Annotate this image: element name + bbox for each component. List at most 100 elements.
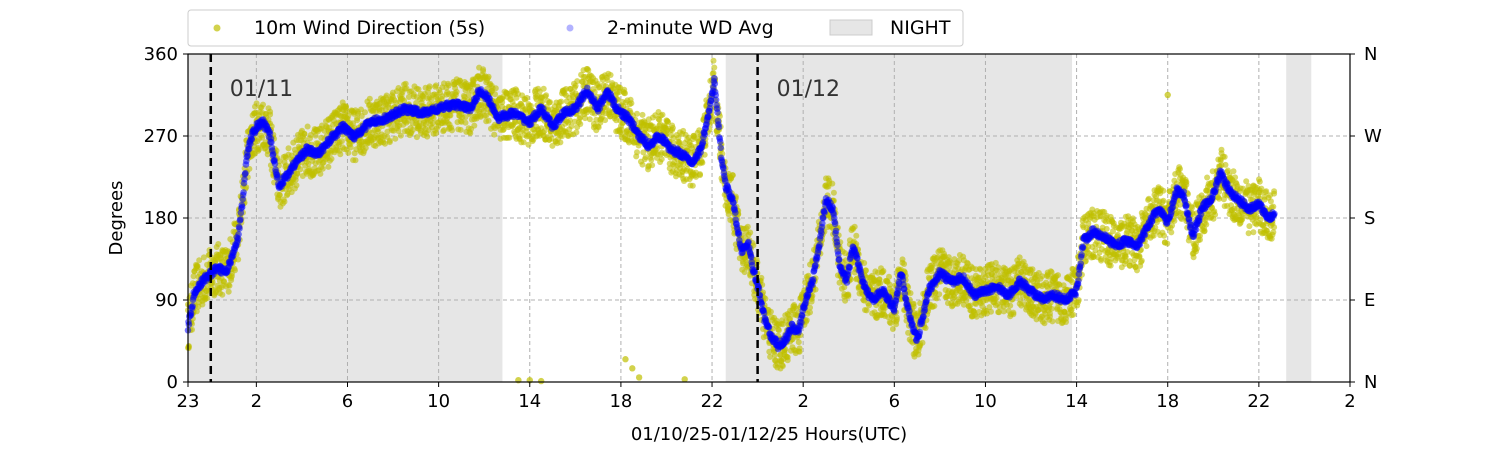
yellow-point bbox=[347, 144, 354, 151]
yellow-point bbox=[1161, 232, 1168, 239]
yellow-point bbox=[1221, 153, 1228, 160]
yellow-point bbox=[220, 278, 227, 285]
yellow-point bbox=[1203, 221, 1210, 228]
yellow-point bbox=[317, 170, 324, 177]
yellow-point bbox=[659, 111, 666, 118]
yellow-point bbox=[830, 189, 837, 196]
yellow-point bbox=[1143, 243, 1150, 250]
yellow-point bbox=[294, 170, 301, 177]
yellow-point bbox=[877, 280, 884, 287]
yellow-point bbox=[919, 339, 926, 346]
yellow-point bbox=[851, 223, 858, 230]
yellow-point bbox=[392, 135, 399, 142]
yellow-point bbox=[523, 94, 530, 101]
yellow-point bbox=[362, 145, 369, 151]
yellow-point bbox=[465, 91, 472, 98]
blue-point bbox=[238, 203, 246, 211]
yellow-point bbox=[568, 123, 575, 130]
yellow-point bbox=[635, 374, 643, 381]
yellow-point bbox=[1257, 216, 1264, 223]
yellow-point bbox=[622, 356, 629, 363]
yellow-point bbox=[558, 98, 565, 105]
yellow-point bbox=[1193, 245, 1200, 252]
yellow-point bbox=[639, 161, 646, 168]
yellow-point bbox=[325, 163, 332, 170]
yellow-point bbox=[829, 180, 836, 187]
yellow-point bbox=[1160, 187, 1167, 194]
yellow-point bbox=[267, 108, 274, 115]
yellow-point bbox=[648, 156, 655, 163]
yellow-point bbox=[433, 82, 439, 89]
yellow-point bbox=[710, 57, 717, 64]
yellow-point bbox=[383, 92, 390, 99]
yellow-point bbox=[540, 85, 547, 92]
yellow-point bbox=[196, 257, 203, 264]
yellow-point bbox=[328, 155, 335, 162]
yellow-point bbox=[539, 98, 546, 105]
yellow-point bbox=[618, 126, 625, 133]
yellow-point bbox=[574, 78, 581, 85]
yellow-point bbox=[259, 134, 266, 141]
blue-point bbox=[185, 321, 193, 328]
yellow-point bbox=[582, 115, 589, 122]
yellow-point bbox=[1168, 229, 1175, 236]
yellow-point bbox=[506, 134, 513, 141]
yellow-point bbox=[485, 73, 492, 80]
yellow-point bbox=[424, 133, 431, 140]
yellow-point bbox=[595, 124, 602, 131]
yellow-point bbox=[543, 92, 550, 99]
blue-point bbox=[271, 160, 279, 168]
blue-point bbox=[236, 225, 243, 232]
yellow-point bbox=[1098, 257, 1105, 264]
yellow-point bbox=[1256, 178, 1263, 185]
yellow-point bbox=[1164, 240, 1171, 247]
yellow-point bbox=[771, 352, 778, 359]
yellow-point bbox=[1070, 311, 1077, 318]
yellow-point bbox=[447, 112, 454, 119]
yellow-point bbox=[462, 119, 469, 126]
yellow-point bbox=[1250, 229, 1257, 236]
blue-point bbox=[240, 189, 247, 196]
yellow-point bbox=[567, 117, 573, 124]
yellow-point bbox=[352, 157, 359, 164]
yellow-point bbox=[642, 154, 649, 161]
yellow-point bbox=[190, 273, 197, 280]
yellow-point bbox=[585, 67, 592, 74]
yellow-point bbox=[413, 134, 420, 141]
yellow-point bbox=[1049, 318, 1056, 325]
yellow-point bbox=[1271, 224, 1278, 231]
yellow-point bbox=[1246, 223, 1253, 230]
yellow-point bbox=[343, 108, 350, 115]
yellow-point bbox=[747, 229, 754, 236]
yellow-point bbox=[492, 85, 499, 92]
yellow-point bbox=[586, 116, 593, 123]
yellow-point bbox=[1063, 319, 1069, 325]
yellow-point bbox=[433, 130, 439, 137]
yellow-point bbox=[607, 72, 614, 78]
yellow-point bbox=[304, 123, 311, 130]
yellow-point bbox=[1164, 91, 1171, 99]
yellow-point bbox=[193, 308, 200, 315]
yellow-point bbox=[629, 365, 636, 372]
yellow-point bbox=[413, 100, 420, 106]
yellow-point bbox=[301, 131, 308, 137]
yellow-point bbox=[480, 68, 487, 75]
yellow-point bbox=[775, 327, 782, 334]
yellow-point bbox=[405, 94, 412, 100]
yellow-point bbox=[675, 134, 682, 141]
yellow-point bbox=[1271, 188, 1278, 195]
yellow-point bbox=[729, 172, 736, 179]
yellow-point bbox=[901, 261, 908, 267]
yellow-point bbox=[577, 114, 584, 121]
yellow-point bbox=[537, 377, 545, 385]
yellow-point bbox=[401, 97, 408, 104]
yellow-point bbox=[395, 128, 402, 134]
yellow-point bbox=[485, 117, 492, 124]
yellow-point bbox=[337, 151, 344, 158]
blue-point bbox=[244, 152, 251, 160]
yellow-point bbox=[386, 137, 393, 144]
yellow-point bbox=[525, 141, 532, 148]
yellow-point bbox=[557, 139, 564, 146]
yellow-point bbox=[547, 99, 553, 106]
yellow-point bbox=[1177, 166, 1183, 172]
